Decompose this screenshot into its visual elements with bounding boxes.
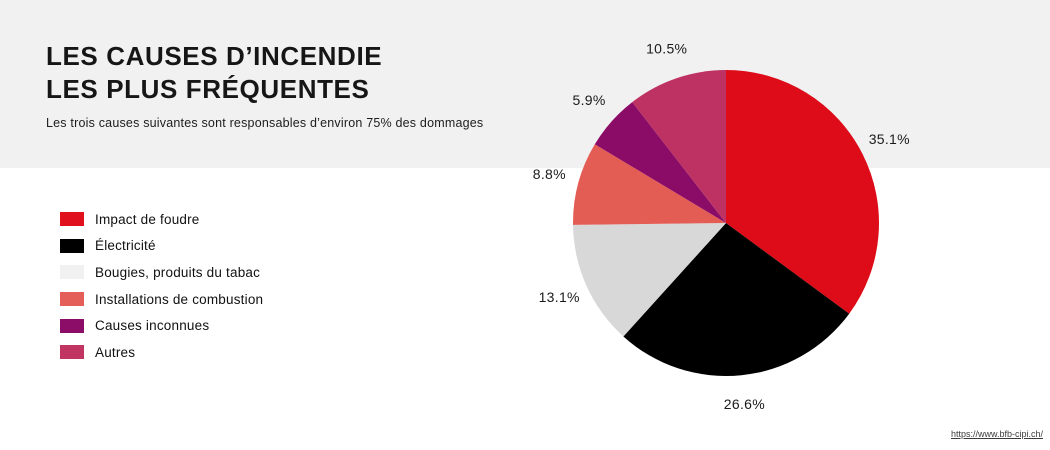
pie-slice [632, 70, 726, 223]
pie-slice [572, 144, 726, 225]
legend-item-label: Causes inconnues [95, 318, 210, 334]
legend-item-label: Électricité [95, 238, 156, 254]
pie-slice-value-label: 8.8% [533, 166, 566, 182]
legend-item: Causes inconnues [60, 318, 263, 334]
pie-slice [623, 223, 850, 376]
page-title: LES CAUSES D’INCENDIE LES PLUS FRÉQUENTE… [46, 40, 483, 107]
pie-slice [573, 223, 726, 337]
page-title-line1: LES CAUSES D’INCENDIE [46, 41, 383, 71]
legend-item: Autres [60, 344, 263, 360]
source: https://www.bfb-cipi.ch/ [951, 424, 1043, 442]
pie-slice [594, 102, 726, 223]
pie-slice-value-label: 26.6% [724, 396, 765, 412]
legend-item: Électricité [60, 238, 263, 254]
page-title-line2: LES PLUS FRÉQUENTES [46, 74, 370, 105]
legend-item: Impact de foudre [60, 211, 263, 227]
legend-swatch [60, 212, 84, 226]
header: LES CAUSES D’INCENDIE LES PLUS FRÉQUENTE… [46, 40, 483, 130]
legend-item-label: Installations de combustion [95, 291, 264, 307]
legend-item-label: Impact de foudre [95, 211, 200, 227]
pie-slice-value-label: 10.5% [646, 41, 687, 57]
pie-slice [726, 70, 879, 314]
source-link[interactable]: https://www.bfb-cipi.ch/ [950, 429, 1043, 439]
legend-item-label: Autres [95, 344, 136, 360]
legend-item: Installations de combustion [60, 291, 264, 307]
pie-slice-value-label: 13.1% [539, 289, 580, 305]
legend: Impact de foudre Électricité Bougies, prod… [60, 212, 263, 372]
legend-item: Bougies, produits du tabac [60, 264, 263, 280]
pie-slice-value-label: 5.9% [573, 92, 606, 108]
legend-swatch [60, 238, 84, 253]
pie-slice-value-label: 35.1% [869, 131, 910, 147]
legend-swatch [60, 318, 84, 333]
header-band [0, 0, 1050, 168]
legend-swatch [60, 345, 84, 360]
legend-swatch [60, 265, 84, 280]
legend-item-label: Bougies, produits du tabac [95, 264, 261, 280]
legend-swatch [60, 292, 84, 307]
page-subtitle: Les trois causes suivantes sont responsa… [46, 115, 484, 130]
